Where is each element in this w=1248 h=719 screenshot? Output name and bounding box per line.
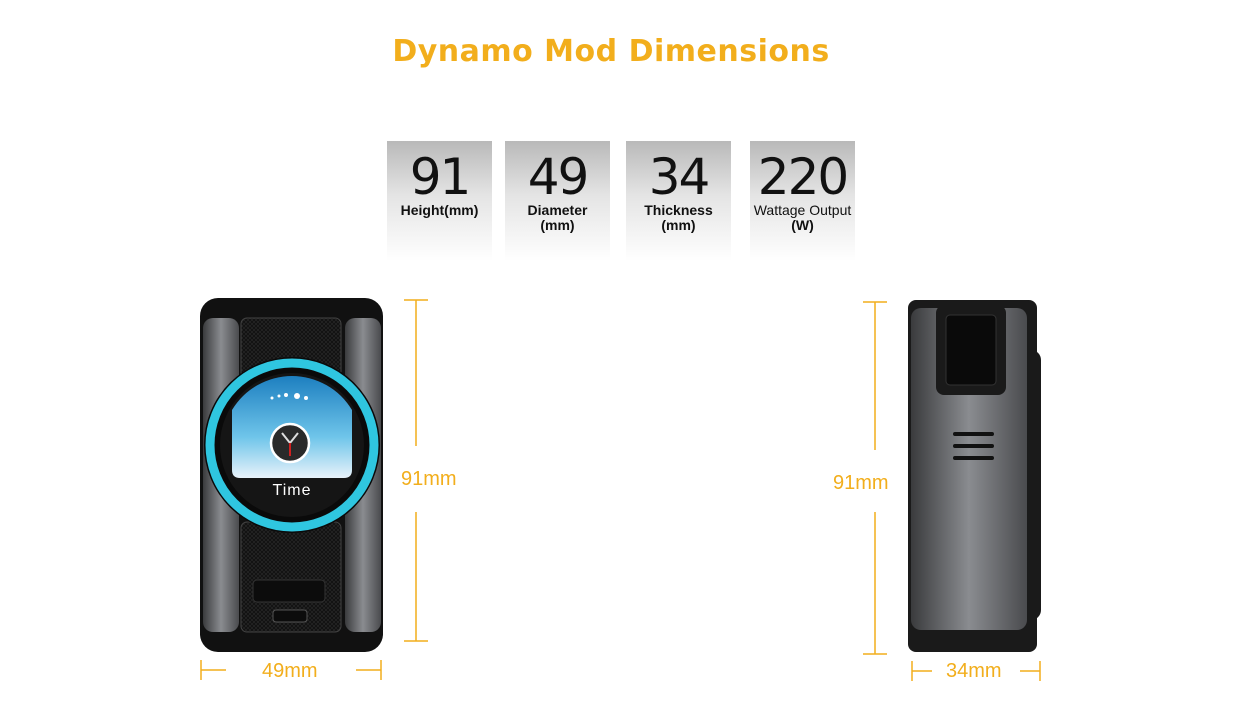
spec-label: Height(mm) [400,202,479,218]
dimension-lines [200,299,1041,681]
side-height-label: 91mm [833,472,889,494]
spec-card-thickness: 34 Thickness (mm) [626,141,731,261]
spec-value: 220 [757,148,849,206]
screen-label: Time [272,482,312,499]
spec-card-diameter: 49 Diameter (mm) [505,141,610,261]
spec-value: 34 [648,148,711,206]
spec-unit: (mm) [661,217,696,233]
front-mod-image [200,298,383,652]
spec-unit: (mm) [540,217,575,233]
page-title: Dynamo Mod Dimensions [392,34,830,69]
spec-unit: (W) [791,217,814,233]
spec-card-height: 91 Height(mm) [387,141,492,261]
side-thickness-label: 34mm [946,660,1002,682]
spec-card-wattage: 220 Wattage Output (W) [750,141,855,261]
spec-value: 49 [527,148,590,206]
front-width-label: 49mm [262,660,318,682]
spec-label: Diameter [527,202,588,218]
spec-value: 91 [409,148,472,206]
spec-label: Wattage Output [753,202,852,218]
spec-label: Thickness [644,202,713,218]
front-height-label: 91mm [401,468,457,490]
side-mod-image [908,300,1041,652]
